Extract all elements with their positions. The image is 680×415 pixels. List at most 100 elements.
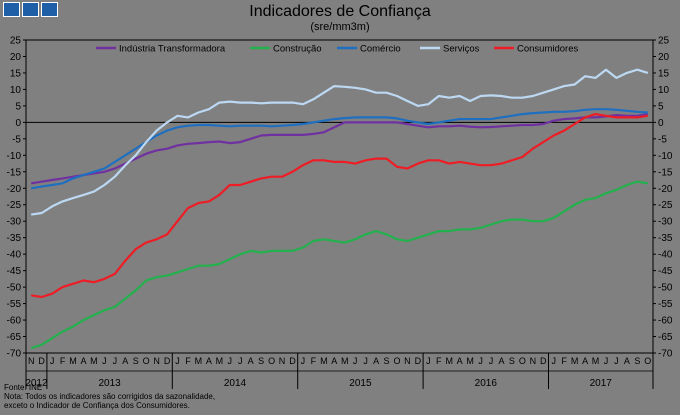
y-tick-label-right: -15 — [658, 167, 673, 178]
x-month-label: N — [404, 356, 411, 366]
x-month-label: O — [393, 356, 400, 366]
x-month-label: M — [216, 356, 224, 366]
y-tick-label-right: -30 — [658, 217, 673, 228]
x-month-label: S — [509, 356, 515, 366]
x-month-label: A — [248, 356, 254, 366]
footnote-line-1: Nota: Todos os indicadores são corrigido… — [4, 392, 216, 401]
x-month-label: J — [238, 356, 243, 366]
legend-label-3: Comércio — [360, 44, 401, 55]
x-month-label: A — [457, 356, 463, 366]
y-tick-label-left: -60 — [7, 316, 22, 327]
x-month-label: J — [426, 356, 431, 366]
y-tick-label-left: -5 — [12, 134, 21, 145]
x-month-label: N — [28, 356, 35, 366]
y-tick-label-left: -70 — [7, 349, 22, 360]
x-year-label: 2014 — [224, 378, 247, 389]
x-month-label: F — [436, 356, 442, 366]
y-tick-label-left: 20 — [10, 52, 22, 63]
y-tick-label-left: 5 — [15, 101, 21, 112]
series-line-3 — [31, 108, 648, 190]
legend-label-2: Construção — [273, 44, 322, 55]
y-tick-label-left: -35 — [7, 233, 22, 244]
y-tick-label-left: -25 — [7, 200, 22, 211]
y-tick-label-right: 5 — [658, 101, 664, 112]
x-month-label: F — [561, 356, 567, 366]
y-tick-label-left: -55 — [7, 299, 22, 310]
series-line-2 — [30, 180, 648, 350]
x-month-label: F — [60, 356, 66, 366]
x-month-label: D — [415, 356, 422, 366]
x-month-label: M — [90, 356, 98, 366]
x-year-label: 2016 — [475, 378, 498, 389]
x-month-label: M — [69, 356, 77, 366]
x-month-label: J — [478, 356, 483, 366]
x-month-label: J — [50, 356, 55, 366]
y-tick-label-right: 15 — [658, 68, 670, 79]
y-tick-label-left: 25 — [10, 36, 22, 47]
x-month-label: D — [38, 356, 45, 366]
y-tick-label-left: -20 — [7, 184, 22, 195]
legend-label-4: Serviços — [443, 44, 480, 55]
x-month-label: A — [498, 356, 504, 366]
y-tick-label-left: 15 — [10, 68, 22, 79]
x-month-label: D — [164, 356, 171, 366]
x-month-label: F — [311, 356, 317, 366]
x-month-label: D — [540, 356, 547, 366]
x-month-label: A — [122, 356, 128, 366]
series-line-4 — [31, 68, 649, 216]
x-month-label: S — [133, 356, 139, 366]
source-note: Fonte: INE — [4, 383, 43, 392]
x-month-label: M — [341, 356, 349, 366]
x-year-label: 2012 — [25, 378, 48, 389]
y-tick-label-right: -70 — [658, 349, 673, 360]
y-tick-label-right: -40 — [658, 250, 673, 261]
x-month-label: A — [206, 356, 212, 366]
y-tick-label-right: -60 — [658, 316, 673, 327]
x-month-label: J — [353, 356, 358, 366]
legend-label-5: Consumidores — [517, 44, 578, 55]
y-tick-label-left: -50 — [7, 283, 22, 294]
x-month-label: J — [113, 356, 118, 366]
x-month-label: O — [268, 356, 275, 366]
series-line-1 — [31, 113, 648, 185]
x-month-label: M — [445, 356, 453, 366]
x-month-label: S — [258, 356, 264, 366]
y-tick-label-right: -20 — [658, 184, 673, 195]
footnote-line-2: exceto o Indicador de Confiança dos Cons… — [4, 401, 190, 410]
x-month-label: A — [331, 356, 337, 366]
x-month-label: O — [519, 356, 526, 366]
x-month-label: D — [289, 356, 296, 366]
x-year-label: 2013 — [98, 378, 121, 389]
plot-frame — [25, 39, 654, 354]
x-month-label: N — [279, 356, 286, 366]
x-year-label: 2015 — [349, 378, 372, 389]
x-month-label: S — [634, 356, 640, 366]
x-month-label: J — [604, 356, 609, 366]
y-tick-label-right: -55 — [658, 299, 673, 310]
y-tick-label-right: -65 — [658, 332, 673, 343]
x-month-label: A — [80, 356, 86, 366]
y-tick-label-right: 25 — [658, 36, 670, 47]
x-month-label: J — [175, 356, 180, 366]
y-tick-label-right: -35 — [658, 233, 673, 244]
x-month-label: N — [153, 356, 160, 366]
y-tick-label-right: -5 — [658, 134, 667, 145]
y-tick-label-left: -10 — [7, 151, 22, 162]
x-month-label: S — [384, 356, 390, 366]
x-month-label: M — [466, 356, 474, 366]
x-month-label: J — [301, 356, 306, 366]
x-month-label: F — [185, 356, 191, 366]
y-tick-label-right: -45 — [658, 266, 673, 277]
x-month-label: M — [195, 356, 203, 366]
y-tick-label-right: 10 — [658, 85, 670, 96]
series-line-5 — [31, 112, 648, 299]
x-month-label: M — [592, 356, 600, 366]
legend-label-1: Indústria Transformadora — [119, 44, 226, 55]
x-month-label: J — [228, 356, 233, 366]
x-month-label: A — [624, 356, 630, 366]
logo-block-3 — [41, 2, 58, 17]
x-month-label: J — [614, 356, 619, 366]
x-month-label: M — [571, 356, 579, 366]
x-year-label: 2017 — [590, 378, 613, 389]
